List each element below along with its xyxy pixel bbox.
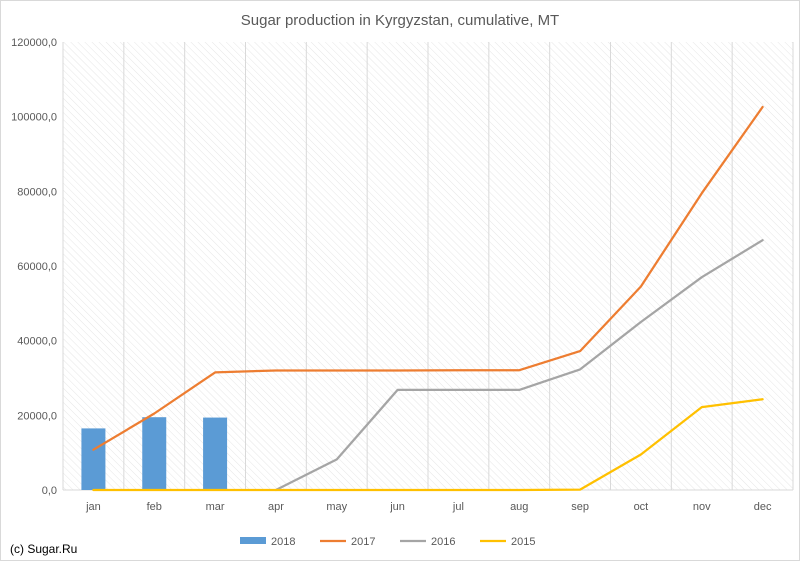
bars: [81, 417, 228, 490]
legend-label-2018: 2018: [271, 536, 295, 548]
legend-label-2015: 2015: [511, 536, 535, 548]
x-tick-label: may: [326, 501, 347, 513]
y-tick-label: 80000,0: [17, 186, 57, 198]
y-tick-label: 100000,0: [11, 112, 57, 124]
x-tick-label: sep: [571, 501, 589, 513]
legend-label-2016: 2016: [431, 536, 455, 548]
y-tick-label: 20000,0: [17, 410, 57, 422]
y-tick-label: 120000,0: [11, 37, 57, 49]
credit-text: (c) Sugar.Ru: [10, 542, 77, 556]
y-tick-label: 0,0: [42, 485, 57, 497]
x-tick-label: mar: [206, 501, 225, 513]
bar-2018-feb: [142, 417, 167, 490]
x-tick-label: feb: [147, 501, 162, 513]
bar-2018-jan: [81, 428, 106, 490]
legend-label-2017: 2017: [351, 536, 375, 548]
bar-2018-mar: [203, 417, 228, 490]
y-tick-label: 60000,0: [17, 261, 57, 273]
y-axis-tick-labels: 0,0 20000,0 40000,0 60000,0 80000,0 100000,0 1…: [11, 37, 57, 497]
x-tick-label: nov: [693, 501, 711, 513]
x-tick-label: aug: [510, 501, 528, 513]
gridlines: [62, 42, 794, 491]
x-tick-label: dec: [754, 501, 772, 513]
x-tick-label: oct: [634, 501, 649, 513]
y-tick-label: 40000,0: [17, 336, 57, 348]
x-tick-label: jun: [389, 501, 405, 513]
x-tick-label: jul: [452, 501, 464, 513]
series-lines: [92, 105, 764, 492]
chart-title: Sugar production in Kyrgyzstan, cumulati…: [241, 12, 559, 29]
legend: 2018 2017 2016 2015: [240, 536, 535, 548]
x-tick-label: apr: [268, 501, 284, 513]
legend-swatch-2018: [240, 537, 266, 544]
line-series-2015: [92, 398, 764, 492]
x-axis-tick-labels: jan feb mar apr may jun jul aug sep oct nov dec: [85, 501, 772, 513]
line-series-2017: [92, 105, 764, 451]
x-tick-label: jan: [85, 501, 101, 513]
line-series-2016: [274, 239, 764, 492]
